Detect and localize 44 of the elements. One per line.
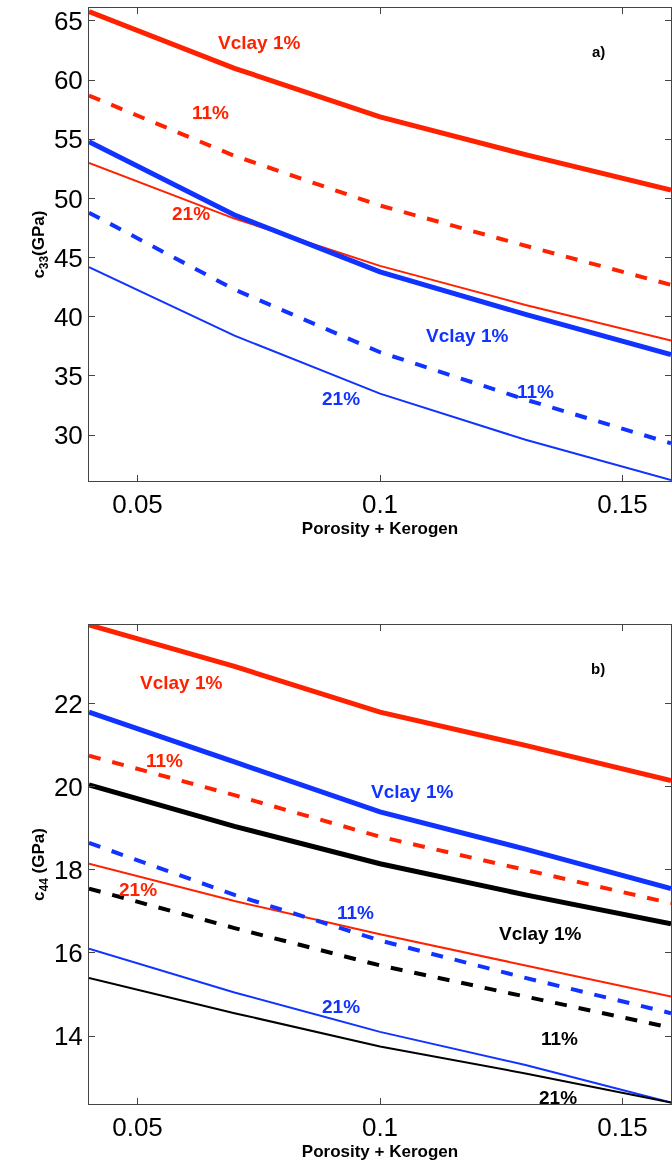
series-label: Vclay 1% xyxy=(426,325,509,346)
series-label: 21% xyxy=(172,203,211,224)
series-label: 21% xyxy=(539,1087,578,1108)
line-series xyxy=(89,976,671,1104)
y-tick-label: 60 xyxy=(53,65,83,96)
y-tick-label: 14 xyxy=(53,1021,83,1052)
x-tick-label: 0.1 xyxy=(361,1112,399,1143)
x-tick-label: 0.1 xyxy=(361,489,399,520)
y-tick-label: 35 xyxy=(53,361,83,391)
x-tick-label: 0.15 xyxy=(597,489,648,520)
x-tick-label: 0.05 xyxy=(112,489,163,520)
y-tick-label: 50 xyxy=(53,183,83,214)
line-series xyxy=(89,266,671,481)
series-label: 11% xyxy=(192,102,230,123)
series-label: 11% xyxy=(517,381,555,402)
y-tick-label: 55 xyxy=(53,124,83,155)
y-tick-label: 30 xyxy=(53,420,83,451)
series-label: 21% xyxy=(322,388,361,409)
y-tick-label: 40 xyxy=(53,301,83,332)
series-label: 21% xyxy=(119,879,158,900)
series-label: 11% xyxy=(337,902,375,923)
x-tick-label: 0.05 xyxy=(112,1112,163,1143)
series-label: 21% xyxy=(322,996,361,1017)
annotation: a) xyxy=(592,43,606,60)
annotation: b) xyxy=(591,660,606,677)
line-series xyxy=(89,753,671,906)
series-label: 11% xyxy=(146,750,184,771)
y-tick-label: 45 xyxy=(53,242,83,273)
series-label: Vclay 1% xyxy=(140,672,223,693)
y-tick-label: 18 xyxy=(53,855,83,886)
y-tick-label: 20 xyxy=(53,771,83,802)
series-label: Vclay 1% xyxy=(499,923,582,944)
y-tick-label: 22 xyxy=(53,688,83,719)
series-label: Vclay 1% xyxy=(218,32,301,53)
series-label: Vclay 1% xyxy=(371,781,454,802)
x-axis-title: Porosity + Kerogen xyxy=(301,1142,459,1162)
line-series xyxy=(89,862,671,998)
line-series xyxy=(89,93,671,287)
y-tick-label: 65 xyxy=(53,6,83,37)
line-series xyxy=(89,840,671,1016)
y-tick-label: 16 xyxy=(53,938,83,969)
x-tick-label: 0.15 xyxy=(597,1112,648,1143)
x-axis-title: Porosity + Kerogen xyxy=(301,519,459,539)
series-label: 11% xyxy=(541,1028,579,1049)
